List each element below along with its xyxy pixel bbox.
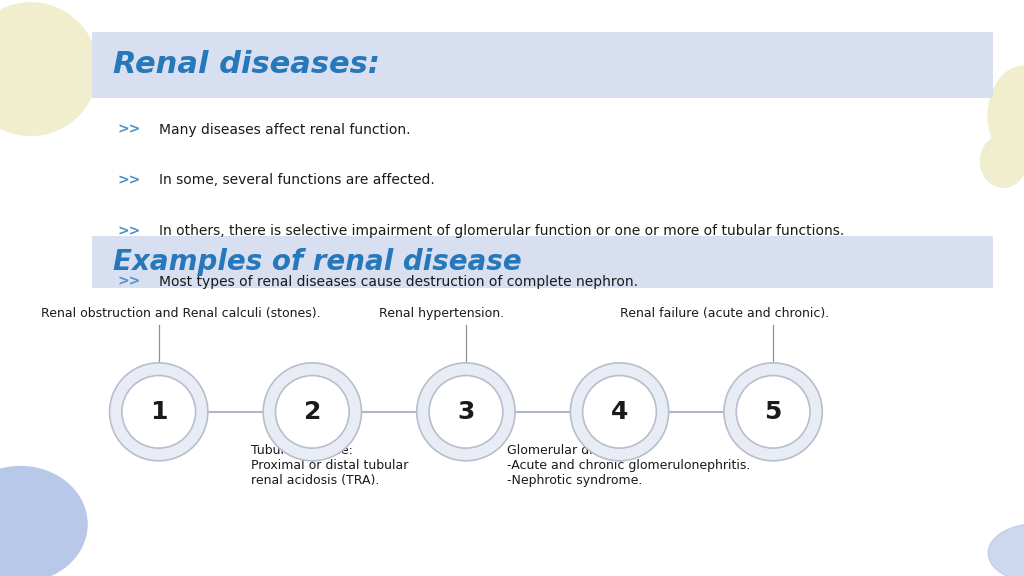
Ellipse shape	[724, 363, 822, 461]
Text: 1: 1	[150, 400, 168, 424]
Ellipse shape	[981, 135, 1024, 187]
Text: Renal hypertension.: Renal hypertension.	[379, 306, 504, 320]
Ellipse shape	[110, 363, 208, 461]
Text: 4: 4	[611, 400, 628, 424]
Ellipse shape	[736, 376, 810, 448]
Text: Tubular disease:
Proximal or distal tubular
renal acidosis (TRA).: Tubular disease: Proximal or distal tubu…	[251, 444, 409, 487]
Ellipse shape	[0, 467, 87, 576]
Ellipse shape	[263, 363, 361, 461]
Ellipse shape	[417, 363, 515, 461]
Text: Examples of renal disease: Examples of renal disease	[113, 248, 521, 276]
Ellipse shape	[0, 3, 97, 135]
Text: Glomerular disease:
-Acute and chronic glomerulonephritis.
-Nephrotic syndrome.: Glomerular disease: -Acute and chronic g…	[507, 444, 751, 487]
Text: In others, there is selective impairment of glomerular function or one or more o: In others, there is selective impairment…	[159, 224, 844, 238]
Text: >>: >>	[118, 224, 141, 238]
Text: 3: 3	[458, 400, 474, 424]
Text: Many diseases affect renal function.: Many diseases affect renal function.	[159, 123, 411, 137]
Ellipse shape	[570, 363, 669, 461]
Text: 2: 2	[304, 400, 321, 424]
Text: Renal failure (acute and chronic).: Renal failure (acute and chronic).	[620, 306, 828, 320]
Text: Renal obstruction and Renal calculi (stones).: Renal obstruction and Renal calculi (sto…	[41, 306, 321, 320]
FancyBboxPatch shape	[92, 236, 993, 288]
Text: In some, several functions are affected.: In some, several functions are affected.	[159, 173, 434, 187]
Ellipse shape	[429, 376, 503, 448]
Ellipse shape	[988, 66, 1024, 164]
FancyBboxPatch shape	[92, 32, 993, 98]
Ellipse shape	[122, 376, 196, 448]
Text: Most types of renal diseases cause destruction of complete nephron.: Most types of renal diseases cause destr…	[159, 275, 638, 289]
Text: 5: 5	[765, 400, 781, 424]
Ellipse shape	[583, 376, 656, 448]
Text: >>: >>	[118, 123, 141, 137]
Text: >>: >>	[118, 173, 141, 187]
Text: Renal diseases:: Renal diseases:	[113, 50, 380, 79]
Text: >>: >>	[118, 275, 141, 289]
Ellipse shape	[275, 376, 349, 448]
Ellipse shape	[988, 524, 1024, 576]
